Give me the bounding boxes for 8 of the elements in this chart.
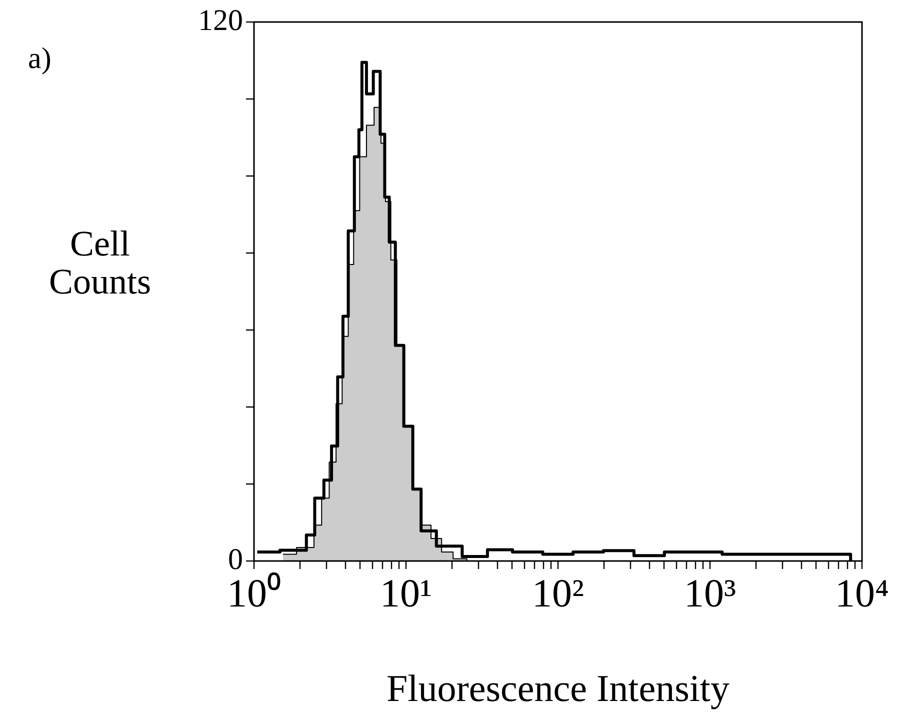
x-tick-label: 10³ xyxy=(684,570,736,616)
y-axis-title: Cell Counts xyxy=(48,223,152,302)
x-axis-title: Fluorescence Intensity xyxy=(386,668,730,710)
x-tick-label: 10² xyxy=(532,570,584,616)
text: a) xyxy=(28,42,52,75)
x-tick-label: 10⁴ xyxy=(835,570,889,616)
x-tick-label: 10¹ xyxy=(380,570,432,616)
y-tick-label: 120 xyxy=(198,4,243,37)
